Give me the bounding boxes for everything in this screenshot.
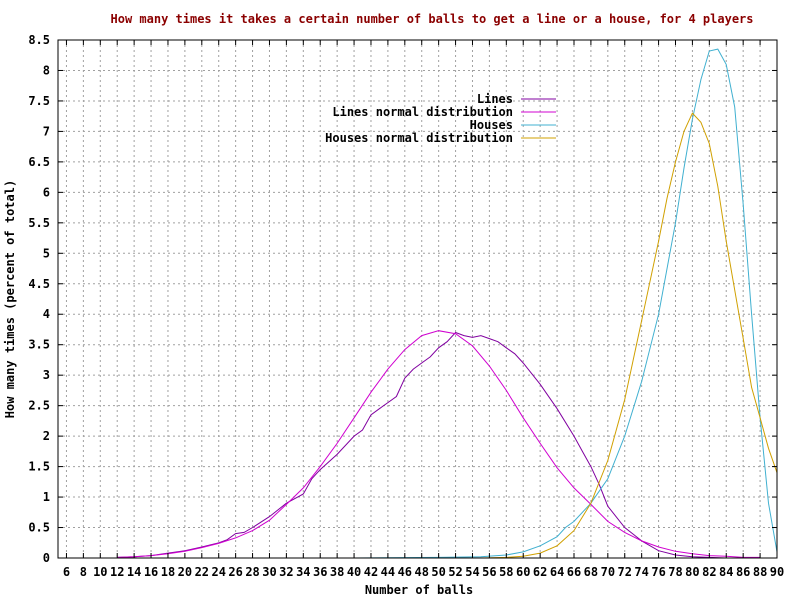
x-tick-label: 14 [127, 565, 141, 579]
x-tick-label: 6 [63, 565, 70, 579]
y-tick-label: 0 [43, 551, 50, 565]
legend-label-1: Lines [477, 92, 513, 106]
x-tick-label: 62 [533, 565, 547, 579]
x-tick-label: 28 [245, 565, 259, 579]
y-tick-label: 1.5 [28, 460, 50, 474]
x-tick-label: 90 [770, 565, 784, 579]
x-tick-label: 32 [279, 565, 293, 579]
x-tick-label: 10 [93, 565, 107, 579]
series-line-1 [117, 331, 761, 559]
y-tick-label: 3 [43, 368, 50, 382]
x-tick-label: 38 [330, 565, 344, 579]
y-tick-label: 8 [43, 63, 50, 77]
y-tick-label: 4 [43, 307, 50, 321]
x-tick-label: 50 [431, 565, 445, 579]
x-tick-labels: 6 8 10 12 14 16 18 20 22 24 26 28 30 32 34 36 38 40 42 44 46… [63, 565, 784, 579]
x-tick-label: 42 [364, 565, 378, 579]
x-tick-label: 54 [465, 565, 479, 579]
y-tick-label: 7 [43, 124, 50, 138]
x-axis-label: Number of balls [365, 583, 473, 597]
x-tick-label: 68 [584, 565, 598, 579]
x-tick-label: 34 [296, 565, 310, 579]
legend-label-3: Houses [470, 118, 513, 132]
y-tick-label: 6.5 [28, 155, 50, 169]
x-tick-label: 84 [719, 565, 733, 579]
series-line-4 [480, 112, 778, 559]
x-tick-label: 72 [618, 565, 632, 579]
x-tick-label: 30 [262, 565, 276, 579]
x-tick-label: 70 [601, 565, 615, 579]
series-line-2 [117, 330, 761, 558]
y-axis-label: How many times (percent of total) [3, 180, 17, 418]
x-tick-label: 22 [195, 565, 209, 579]
y-tick-label: 8.5 [28, 33, 50, 47]
x-tick-label: 86 [736, 565, 750, 579]
x-tick-label: 24 [211, 565, 225, 579]
x-tick-label: 78 [668, 565, 682, 579]
plot-frame [57, 39, 778, 559]
y-tick-label: 7.5 [28, 94, 50, 108]
y-tick-label: 3.5 [28, 338, 50, 352]
y-tick-label: 5 [43, 246, 50, 260]
x-tick-label: 26 [228, 565, 242, 579]
series-line-3 [354, 48, 778, 559]
x-tick-label: 18 [161, 565, 175, 579]
ticks [58, 39, 778, 559]
x-tick-label: 64 [550, 565, 564, 579]
x-tick-label: 56 [482, 565, 496, 579]
y-tick-label: 2.5 [28, 399, 50, 413]
x-tick-label: 80 [685, 565, 699, 579]
y-tick-label: 0.5 [28, 521, 50, 535]
legend-label-2: Lines normal distribution [332, 105, 513, 119]
legend-label-4: Houses normal distribution [325, 131, 513, 145]
x-tick-label: 44 [381, 565, 395, 579]
y-tick-label: 6 [43, 185, 50, 199]
x-tick-label: 12 [110, 565, 124, 579]
y-tick-label: 4.5 [28, 277, 50, 291]
x-tick-label: 60 [516, 565, 530, 579]
x-tick-label: 46 [398, 565, 412, 579]
x-tick-label: 82 [702, 565, 716, 579]
x-tick-label: 66 [567, 565, 581, 579]
x-tick-label: 58 [499, 565, 513, 579]
x-tick-label: 76 [651, 565, 665, 579]
y-tick-label: 5.5 [28, 216, 50, 230]
grid [58, 40, 777, 558]
x-tick-label: 20 [178, 565, 192, 579]
y-tick-labels: 0 0.5 1 1.5 2 2.5 3 3.5 4 4.5 5 5.5 6 6.5 7 7.5 8 8.5 [28, 33, 50, 565]
series-layer [117, 48, 778, 559]
y-tick-label: 1 [43, 490, 50, 504]
x-tick-label: 40 [347, 565, 361, 579]
x-tick-label: 74 [634, 565, 648, 579]
x-tick-label: 48 [415, 565, 429, 579]
x-tick-label: 8 [80, 565, 87, 579]
x-tick-label: 16 [144, 565, 158, 579]
x-tick-label: 52 [448, 565, 462, 579]
x-tick-label: 36 [313, 565, 327, 579]
y-tick-label: 2 [43, 429, 50, 443]
chart-title: How many times it takes a certain number… [111, 12, 754, 26]
x-tick-label: 88 [753, 565, 767, 579]
